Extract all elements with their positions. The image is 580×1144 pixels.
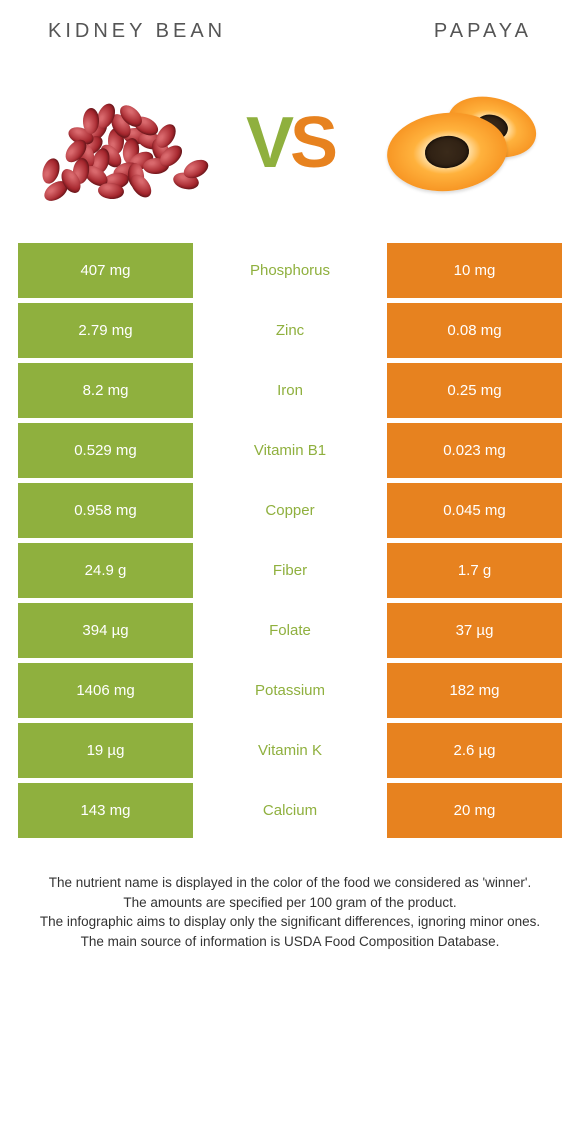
right-value: 1.7 g [387, 543, 562, 598]
vs-s: S [290, 103, 334, 183]
right-value: 0.023 mg [387, 423, 562, 478]
left-value: 19 µg [18, 723, 193, 778]
right-value: 37 µg [387, 603, 562, 658]
right-value: 10 mg [387, 243, 562, 298]
header-left: KIDNEY BEAN [48, 20, 226, 43]
nutrient-table: 407 mgPhosphorus10 mg2.79 mgZinc0.08 mg8… [18, 243, 562, 838]
right-value: 0.25 mg [387, 363, 562, 418]
table-row: 19 µgVitamin K2.6 µg [18, 723, 562, 778]
footer-line: The nutrient name is displayed in the co… [26, 873, 554, 893]
footer-line: The amounts are specified per 100 gram o… [26, 893, 554, 913]
table-row: 24.9 gFiber1.7 g [18, 543, 562, 598]
table-row: 1406 mgPotassium182 mg [18, 663, 562, 718]
right-value: 182 mg [387, 663, 562, 718]
kidney-bean-image [28, 68, 208, 218]
left-value: 394 µg [18, 603, 193, 658]
left-value: 2.79 mg [18, 303, 193, 358]
table-row: 407 mgPhosphorus10 mg [18, 243, 562, 298]
nutrient-name: Vitamin K [193, 723, 387, 778]
right-value: 2.6 µg [387, 723, 562, 778]
nutrient-name: Iron [193, 363, 387, 418]
right-value: 0.045 mg [387, 483, 562, 538]
left-value: 143 mg [18, 783, 193, 838]
table-row: 0.958 mgCopper0.045 mg [18, 483, 562, 538]
left-value: 1406 mg [18, 663, 193, 718]
table-row: 8.2 mgIron0.25 mg [18, 363, 562, 418]
header: KIDNEY BEAN PAPAYA [18, 20, 562, 53]
infographic-container: KIDNEY BEAN PAPAYA VS 407 mgPhosphorus10… [0, 0, 580, 971]
vs-label: VS [246, 102, 334, 184]
nutrient-name: Potassium [193, 663, 387, 718]
table-row: 2.79 mgZinc0.08 mg [18, 303, 562, 358]
table-row: 394 µgFolate37 µg [18, 603, 562, 658]
footer-notes: The nutrient name is displayed in the co… [18, 873, 562, 951]
nutrient-name: Vitamin B1 [193, 423, 387, 478]
left-value: 0.958 mg [18, 483, 193, 538]
hero-row: VS [18, 53, 562, 243]
nutrient-name: Phosphorus [193, 243, 387, 298]
right-value: 20 mg [387, 783, 562, 838]
nutrient-name: Fiber [193, 543, 387, 598]
nutrient-name: Copper [193, 483, 387, 538]
table-row: 143 mgCalcium20 mg [18, 783, 562, 838]
footer-line: The infographic aims to display only the… [26, 912, 554, 932]
nutrient-name: Zinc [193, 303, 387, 358]
nutrient-name: Folate [193, 603, 387, 658]
nutrient-name: Calcium [193, 783, 387, 838]
table-row: 0.529 mgVitamin B10.023 mg [18, 423, 562, 478]
left-value: 8.2 mg [18, 363, 193, 418]
vs-v: V [246, 103, 290, 183]
header-right: PAPAYA [434, 20, 532, 43]
left-value: 0.529 mg [18, 423, 193, 478]
papaya-image [372, 68, 552, 218]
left-value: 24.9 g [18, 543, 193, 598]
left-value: 407 mg [18, 243, 193, 298]
footer-line: The main source of information is USDA F… [26, 932, 554, 952]
right-value: 0.08 mg [387, 303, 562, 358]
